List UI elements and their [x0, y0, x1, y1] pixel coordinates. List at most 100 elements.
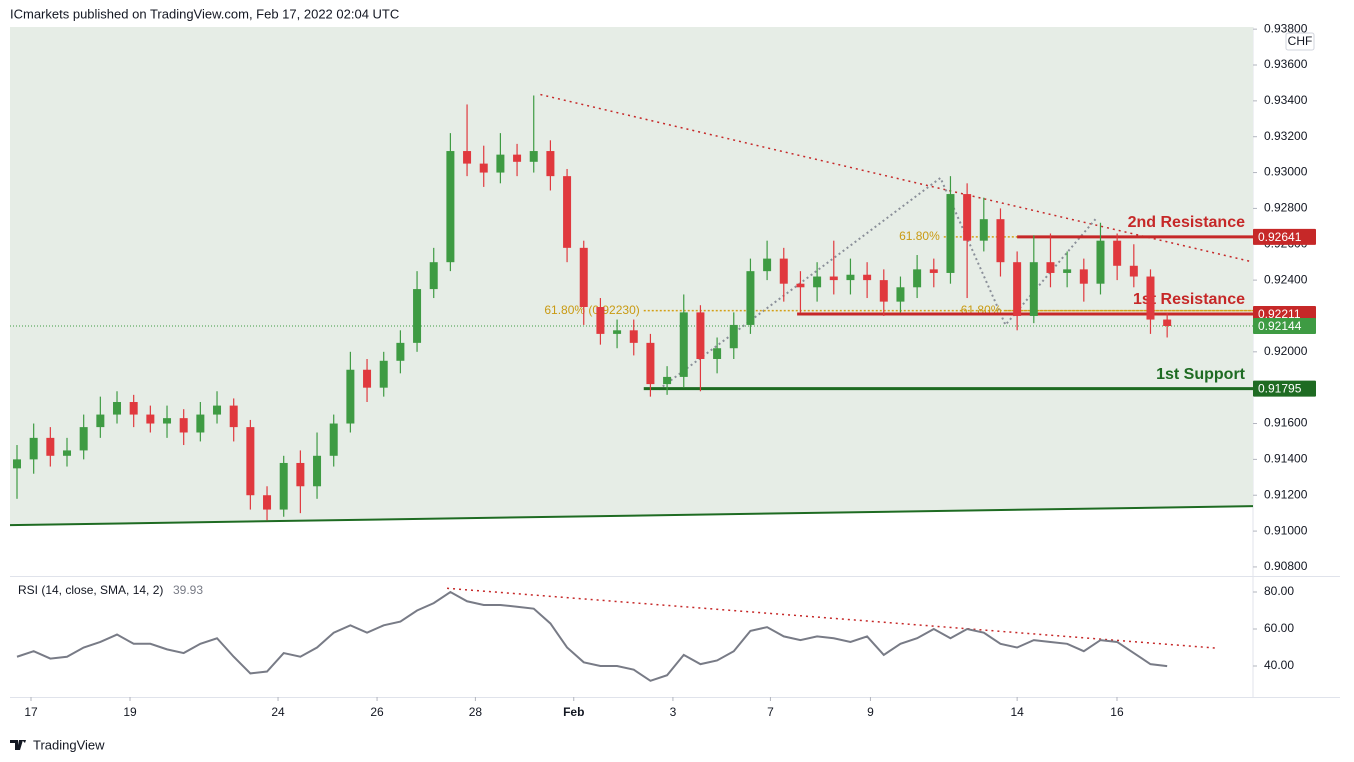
- candle-body: [863, 274, 872, 281]
- candle-body: [1029, 262, 1038, 316]
- candle-body: [1129, 265, 1138, 277]
- candle-body: [413, 289, 422, 343]
- candle-body: [196, 414, 205, 433]
- candle-body: [813, 276, 822, 288]
- rsi-tick-label: 60.00: [1264, 621, 1294, 635]
- rsi-tick-label: 40.00: [1264, 658, 1294, 672]
- candle-body: [13, 459, 22, 469]
- y-tick-label: 0.91600: [1264, 416, 1308, 430]
- y-tick-label: 0.92800: [1264, 201, 1308, 215]
- candle-body: [929, 269, 938, 273]
- candle-body: [379, 360, 388, 388]
- x-tick-label: Feb: [563, 705, 584, 719]
- x-tick-label: 24: [271, 705, 285, 719]
- candle-body: [896, 287, 905, 302]
- rsi-line: [16, 590, 1168, 682]
- y-tick-label: 0.93600: [1264, 57, 1308, 71]
- candle-body: [979, 219, 988, 241]
- y-tick-label: 0.92000: [1264, 344, 1308, 358]
- candle-body: [496, 154, 505, 173]
- price-tag: [1253, 305, 1316, 322]
- level-label: 1st Support: [1156, 366, 1246, 383]
- fib-label: 61.80%: [899, 229, 940, 243]
- candle-body: [513, 154, 522, 162]
- candle-body: [29, 437, 38, 460]
- rsi-trendline: [447, 587, 1216, 649]
- candle-body: [446, 151, 455, 263]
- x-tick-label: 16: [1110, 705, 1124, 719]
- level-label: 1st Resistance: [1133, 291, 1245, 308]
- candle-body: [346, 369, 355, 424]
- candle-body: [1079, 269, 1088, 284]
- trendline: [540, 93, 1251, 263]
- x-tick-label: 26: [370, 705, 384, 719]
- candle-body: [46, 437, 55, 456]
- last-price-label: 0.92144: [1258, 319, 1302, 333]
- candle-body: [829, 276, 838, 281]
- candle-body: [396, 342, 405, 361]
- candle-body: [679, 312, 688, 377]
- candle-body: [1046, 262, 1055, 273]
- candle-body: [613, 330, 622, 334]
- y-tick-label: 0.93000: [1264, 165, 1308, 179]
- candle-body: [746, 271, 755, 325]
- footer: TradingView: [33, 737, 105, 752]
- candle-body: [1163, 319, 1172, 327]
- fib-label: 61.80% (0.92230): [544, 303, 639, 317]
- candle-body: [879, 280, 888, 302]
- candle-body: [363, 369, 372, 388]
- x-tick-label: 7: [767, 705, 774, 719]
- candle-body: [663, 376, 672, 385]
- candle-body: [846, 274, 855, 281]
- x-tick-label: 28: [469, 705, 483, 719]
- x-tick-label: 3: [670, 705, 677, 719]
- candle-body: [329, 423, 338, 456]
- candle-body: [63, 450, 72, 456]
- candle-body: [279, 462, 288, 510]
- price-tag-label: 0.92641: [1258, 230, 1302, 244]
- candle-body: [229, 405, 238, 428]
- currency-box: [1285, 32, 1315, 51]
- candle-body: [1113, 240, 1122, 266]
- candle-body: [713, 348, 722, 359]
- price-tag-label: 0.91795: [1258, 382, 1302, 396]
- x-tick-label: 9: [867, 705, 874, 719]
- y-tick-label: 0.91000: [1264, 523, 1308, 537]
- candle-body: [429, 262, 438, 290]
- y-tick-label: 0.91400: [1264, 452, 1308, 466]
- price-tag: [1253, 228, 1316, 245]
- candle-body: [313, 455, 322, 487]
- level-label: 2nd Resistance: [1128, 214, 1245, 231]
- candle-body: [763, 258, 772, 272]
- candle-body: [113, 402, 122, 415]
- candle-body: [96, 414, 105, 428]
- candle-body: [629, 330, 638, 343]
- candle-body: [596, 307, 605, 334]
- candle-body: [163, 418, 172, 424]
- x-tick-label: 14: [1010, 705, 1024, 719]
- y-tick-label: 0.93400: [1264, 93, 1308, 107]
- candle-body: [1146, 276, 1155, 320]
- logo: [10, 740, 26, 750]
- pattern-area: [10, 27, 1253, 526]
- candle-body: [563, 176, 572, 248]
- candle-body: [463, 151, 472, 164]
- candle-body: [913, 269, 922, 288]
- y-tick-label: 0.91200: [1264, 487, 1308, 501]
- candle-body: [79, 427, 88, 451]
- candle-body: [246, 427, 255, 496]
- candle-body: [646, 342, 655, 385]
- candle-body: [996, 219, 1005, 263]
- candle-body: [213, 405, 222, 415]
- x-tick-label: 17: [24, 705, 38, 719]
- rsi-last: 39.93: [173, 583, 203, 597]
- price-tag: [1253, 380, 1316, 397]
- rsi-label: RSI (14, close, SMA, 14, 2): [18, 583, 163, 597]
- candle-body: [146, 414, 155, 424]
- candle-body: [529, 151, 538, 162]
- price-tag-label: 0.92211: [1258, 307, 1301, 321]
- y-tick-label: 0.90800: [1264, 559, 1308, 573]
- candle-body: [179, 418, 188, 433]
